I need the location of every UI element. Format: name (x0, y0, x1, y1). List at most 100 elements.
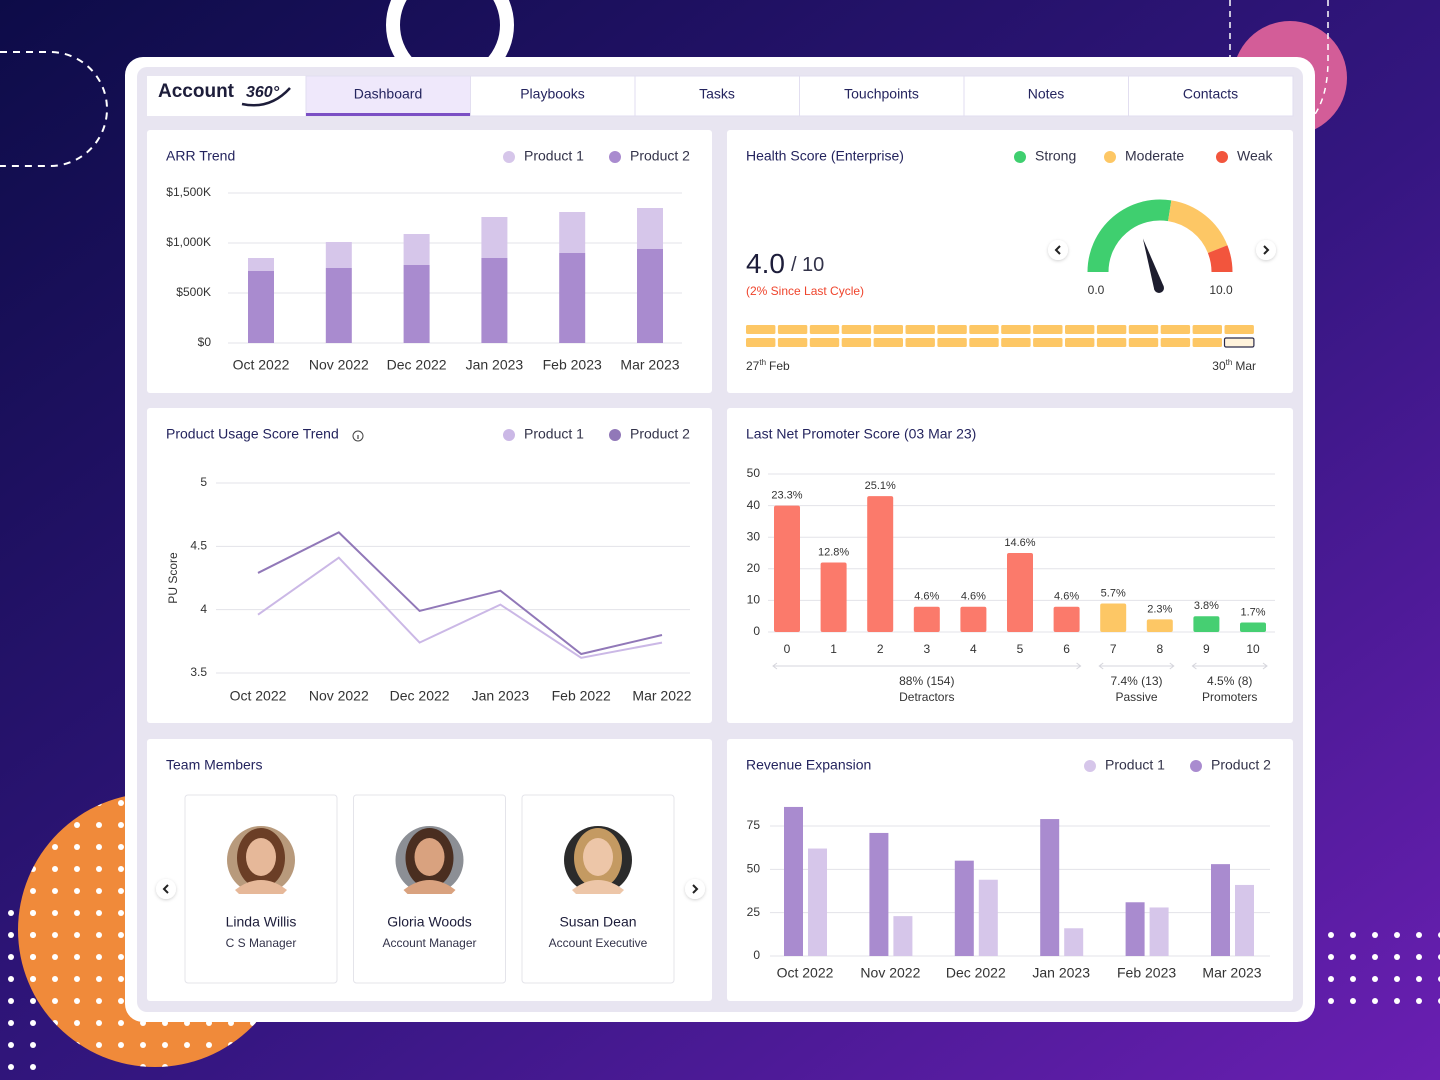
timeline-block (1065, 325, 1095, 334)
score-scale: / 10 (791, 254, 824, 276)
bar (1193, 616, 1220, 632)
carousel-arrow[interactable] (156, 879, 176, 899)
legend-label: Product 1 (524, 148, 584, 164)
x-tick-label: Jan 2023 (472, 688, 530, 704)
timeline-block (746, 338, 776, 347)
bar-segment (559, 212, 586, 253)
carousel-arrow[interactable] (685, 879, 705, 899)
timeline-block (1223, 337, 1255, 348)
gauge-band (1207, 245, 1233, 273)
date-suffix: th (759, 358, 766, 367)
group-span (1098, 662, 1175, 670)
legend-label: Product 2 (630, 426, 690, 442)
x-tick-label: Mar 2023 (1202, 965, 1261, 981)
bar-segment (637, 208, 663, 249)
bar (1146, 619, 1173, 632)
logo-badge: 360° (246, 84, 280, 101)
y-tick-label: 30 (747, 529, 761, 543)
x-tick-label: Nov 2022 (309, 357, 369, 373)
timeline-block (809, 338, 840, 347)
legend-label: Product 1 (524, 426, 584, 442)
carousel-arrow[interactable] (1048, 240, 1068, 260)
y-axis-label: PU Score (166, 552, 180, 604)
x-tick-label: Dec 2022 (946, 965, 1006, 981)
x-tick-label: Feb 2023 (1117, 965, 1176, 981)
x-tick-label: Mar 2022 (632, 688, 691, 704)
bar (869, 832, 889, 956)
legend-dot (1084, 760, 1096, 772)
y-tick-label: $0 (198, 335, 212, 349)
x-tick-label: 0 (784, 642, 791, 656)
bar-segment (403, 265, 430, 343)
x-tick-label: Nov 2022 (309, 688, 369, 704)
chart-title: ARR Trend (166, 148, 235, 164)
legend-dot (1190, 760, 1202, 772)
timeline-block (1001, 338, 1031, 347)
legend-dot (1104, 151, 1116, 163)
bar (1149, 907, 1169, 956)
avatar-body (403, 880, 456, 894)
timeline-block (1096, 338, 1127, 347)
decor-dashed (1299, 0, 1329, 131)
bar (954, 860, 974, 956)
group-span (1191, 662, 1268, 670)
tab-label: Contacts (1183, 86, 1238, 102)
group-span (772, 662, 1082, 670)
timeline-block (1128, 325, 1159, 334)
bar-label: 4.6% (1054, 591, 1079, 603)
y-tick-label: 0 (753, 948, 760, 962)
tab[interactable] (1128, 75, 1294, 117)
bar (774, 505, 800, 632)
y-tick-label: 4.5 (190, 539, 207, 553)
timeline-block (937, 325, 967, 334)
bar-segment (248, 271, 274, 343)
y-tick-label: $1,500K (166, 185, 211, 199)
bar (867, 496, 894, 632)
bar-segment (559, 253, 586, 343)
date-month: Feb (769, 359, 790, 373)
team-title: Team Members (166, 757, 262, 773)
tab[interactable] (799, 75, 965, 117)
timeline-block (905, 338, 935, 347)
group-stat: 7.4% (13) (1110, 674, 1162, 688)
decor-dots (1310, 920, 1440, 1012)
bar-label: 1.7% (1240, 606, 1265, 618)
timeline-block (746, 325, 776, 334)
bar-label: 23.3% (771, 490, 802, 502)
date-day: 30 (1212, 359, 1226, 373)
timeline-block (777, 325, 808, 334)
x-tick-label: Nov 2022 (860, 965, 920, 981)
x-tick-label: 10 (1246, 642, 1260, 656)
info-icon[interactable] (352, 430, 364, 442)
avatar-face (414, 838, 445, 876)
tab-underline (306, 113, 471, 116)
gauge-needle (1142, 238, 1164, 290)
y-tick-label: $500K (176, 285, 211, 299)
tab[interactable] (634, 75, 800, 117)
bar-label: 12.8% (818, 546, 849, 558)
timeline-block (841, 338, 872, 347)
bar (1100, 603, 1127, 632)
y-tick-label: $1,000K (166, 235, 211, 249)
bar (978, 879, 998, 956)
date-month: Mar (1235, 359, 1256, 373)
y-tick-label: 5 (200, 475, 207, 489)
bar-label: 14.6% (1004, 537, 1035, 549)
tab[interactable] (470, 75, 636, 117)
member-name: Gloria Woods (387, 914, 472, 930)
timeline-block (1128, 338, 1159, 347)
legend-label: Product 2 (630, 148, 690, 164)
tab[interactable] (963, 75, 1129, 117)
tab-label: Touchpoints (844, 86, 919, 102)
timeline-block (1160, 325, 1191, 334)
legend-label: Product 2 (1211, 757, 1271, 773)
bar (1040, 819, 1060, 956)
arrow-icon (692, 884, 699, 894)
x-tick-label: 6 (1063, 642, 1070, 656)
gauge-max: 10.0 (1209, 283, 1233, 297)
timeline-block (1001, 325, 1031, 334)
timeline-block (809, 325, 840, 334)
timeline-block (937, 338, 967, 347)
carousel-arrow[interactable] (1256, 240, 1276, 260)
legend-dot (503, 151, 515, 163)
